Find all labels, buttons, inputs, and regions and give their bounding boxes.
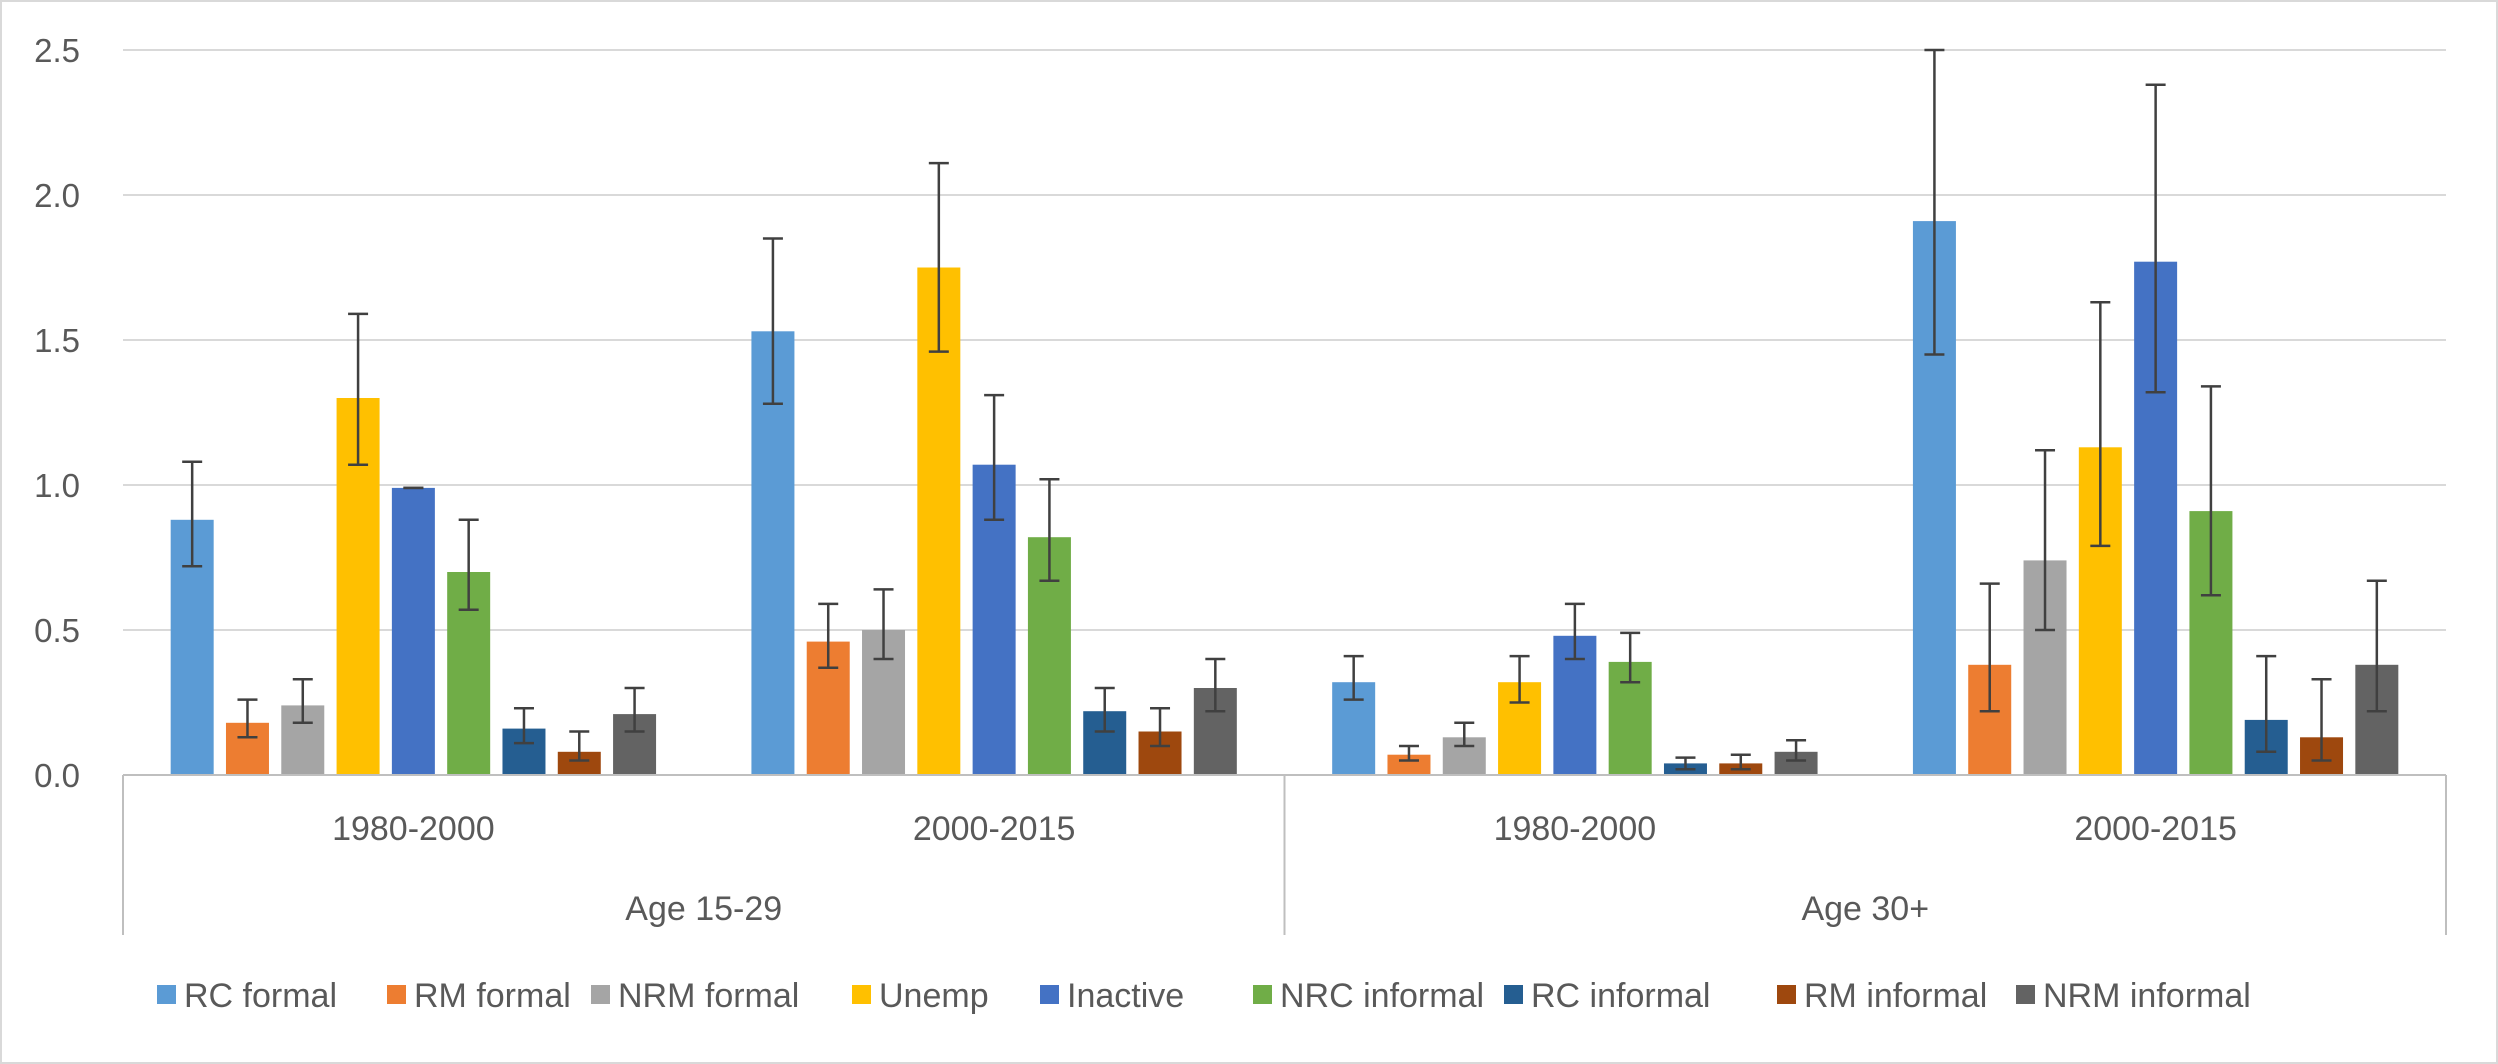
x-category-label: 2000-2015 bbox=[913, 810, 1076, 848]
legend-label: RM informal bbox=[1804, 977, 1987, 1015]
y-tick-label: 1.0 bbox=[34, 467, 80, 504]
legend-label: NRM informal bbox=[2043, 977, 2251, 1015]
x-category-label: 2000-2015 bbox=[2074, 810, 2237, 848]
y-tick-label: 0.0 bbox=[34, 757, 80, 794]
error-bars bbox=[182, 48, 2387, 771]
y-tick-label: 1.5 bbox=[34, 322, 80, 359]
legend-label: Inactive bbox=[1067, 977, 1184, 1015]
legend-label: NRM formal bbox=[618, 977, 799, 1015]
legend-swatch bbox=[1253, 985, 1272, 1004]
legend: RC formal RM formal NRM formal Unemp Inactiv… bbox=[157, 977, 2251, 1015]
legend-label: RC informal bbox=[1531, 977, 1710, 1015]
legend-label: RC formal bbox=[184, 977, 337, 1015]
legend-swatch bbox=[157, 985, 176, 1004]
y-axis-tick-labels: 0.0 0.5 1.0 1.5 2.0 2.5 bbox=[34, 32, 80, 794]
bar bbox=[557, 751, 601, 775]
legend-swatch bbox=[591, 985, 610, 1004]
legend-swatch bbox=[2016, 985, 2035, 1004]
bar bbox=[1387, 754, 1431, 775]
legend-swatch bbox=[1777, 985, 1796, 1004]
legend-label: RM formal bbox=[414, 977, 571, 1015]
legend-label: NRC informal bbox=[1280, 977, 1484, 1015]
x-category-label: 1980-2000 bbox=[332, 810, 495, 848]
x-axis bbox=[122, 774, 2447, 935]
y-tick-label: 2.0 bbox=[34, 177, 80, 214]
legend-swatch bbox=[852, 985, 871, 1004]
bar bbox=[751, 331, 795, 775]
legend-label: Unemp bbox=[879, 977, 989, 1015]
x-group-label: Age 15-29 bbox=[625, 890, 782, 928]
x-group-label: Age 30+ bbox=[1801, 890, 1929, 928]
y-tick-label: 2.5 bbox=[34, 32, 80, 69]
x-axis-category-labels: 1980-2000 2000-2015 Age 15-29 1980-2000 2000… bbox=[332, 810, 2237, 928]
bar bbox=[391, 487, 435, 775]
legend-swatch bbox=[387, 985, 406, 1004]
x-category-label: 1980-2000 bbox=[1494, 810, 1657, 848]
legend-swatch bbox=[1040, 985, 1059, 1004]
legend-swatch bbox=[1504, 985, 1523, 1004]
bar bbox=[1774, 751, 1818, 775]
y-tick-label: 0.5 bbox=[34, 612, 80, 649]
